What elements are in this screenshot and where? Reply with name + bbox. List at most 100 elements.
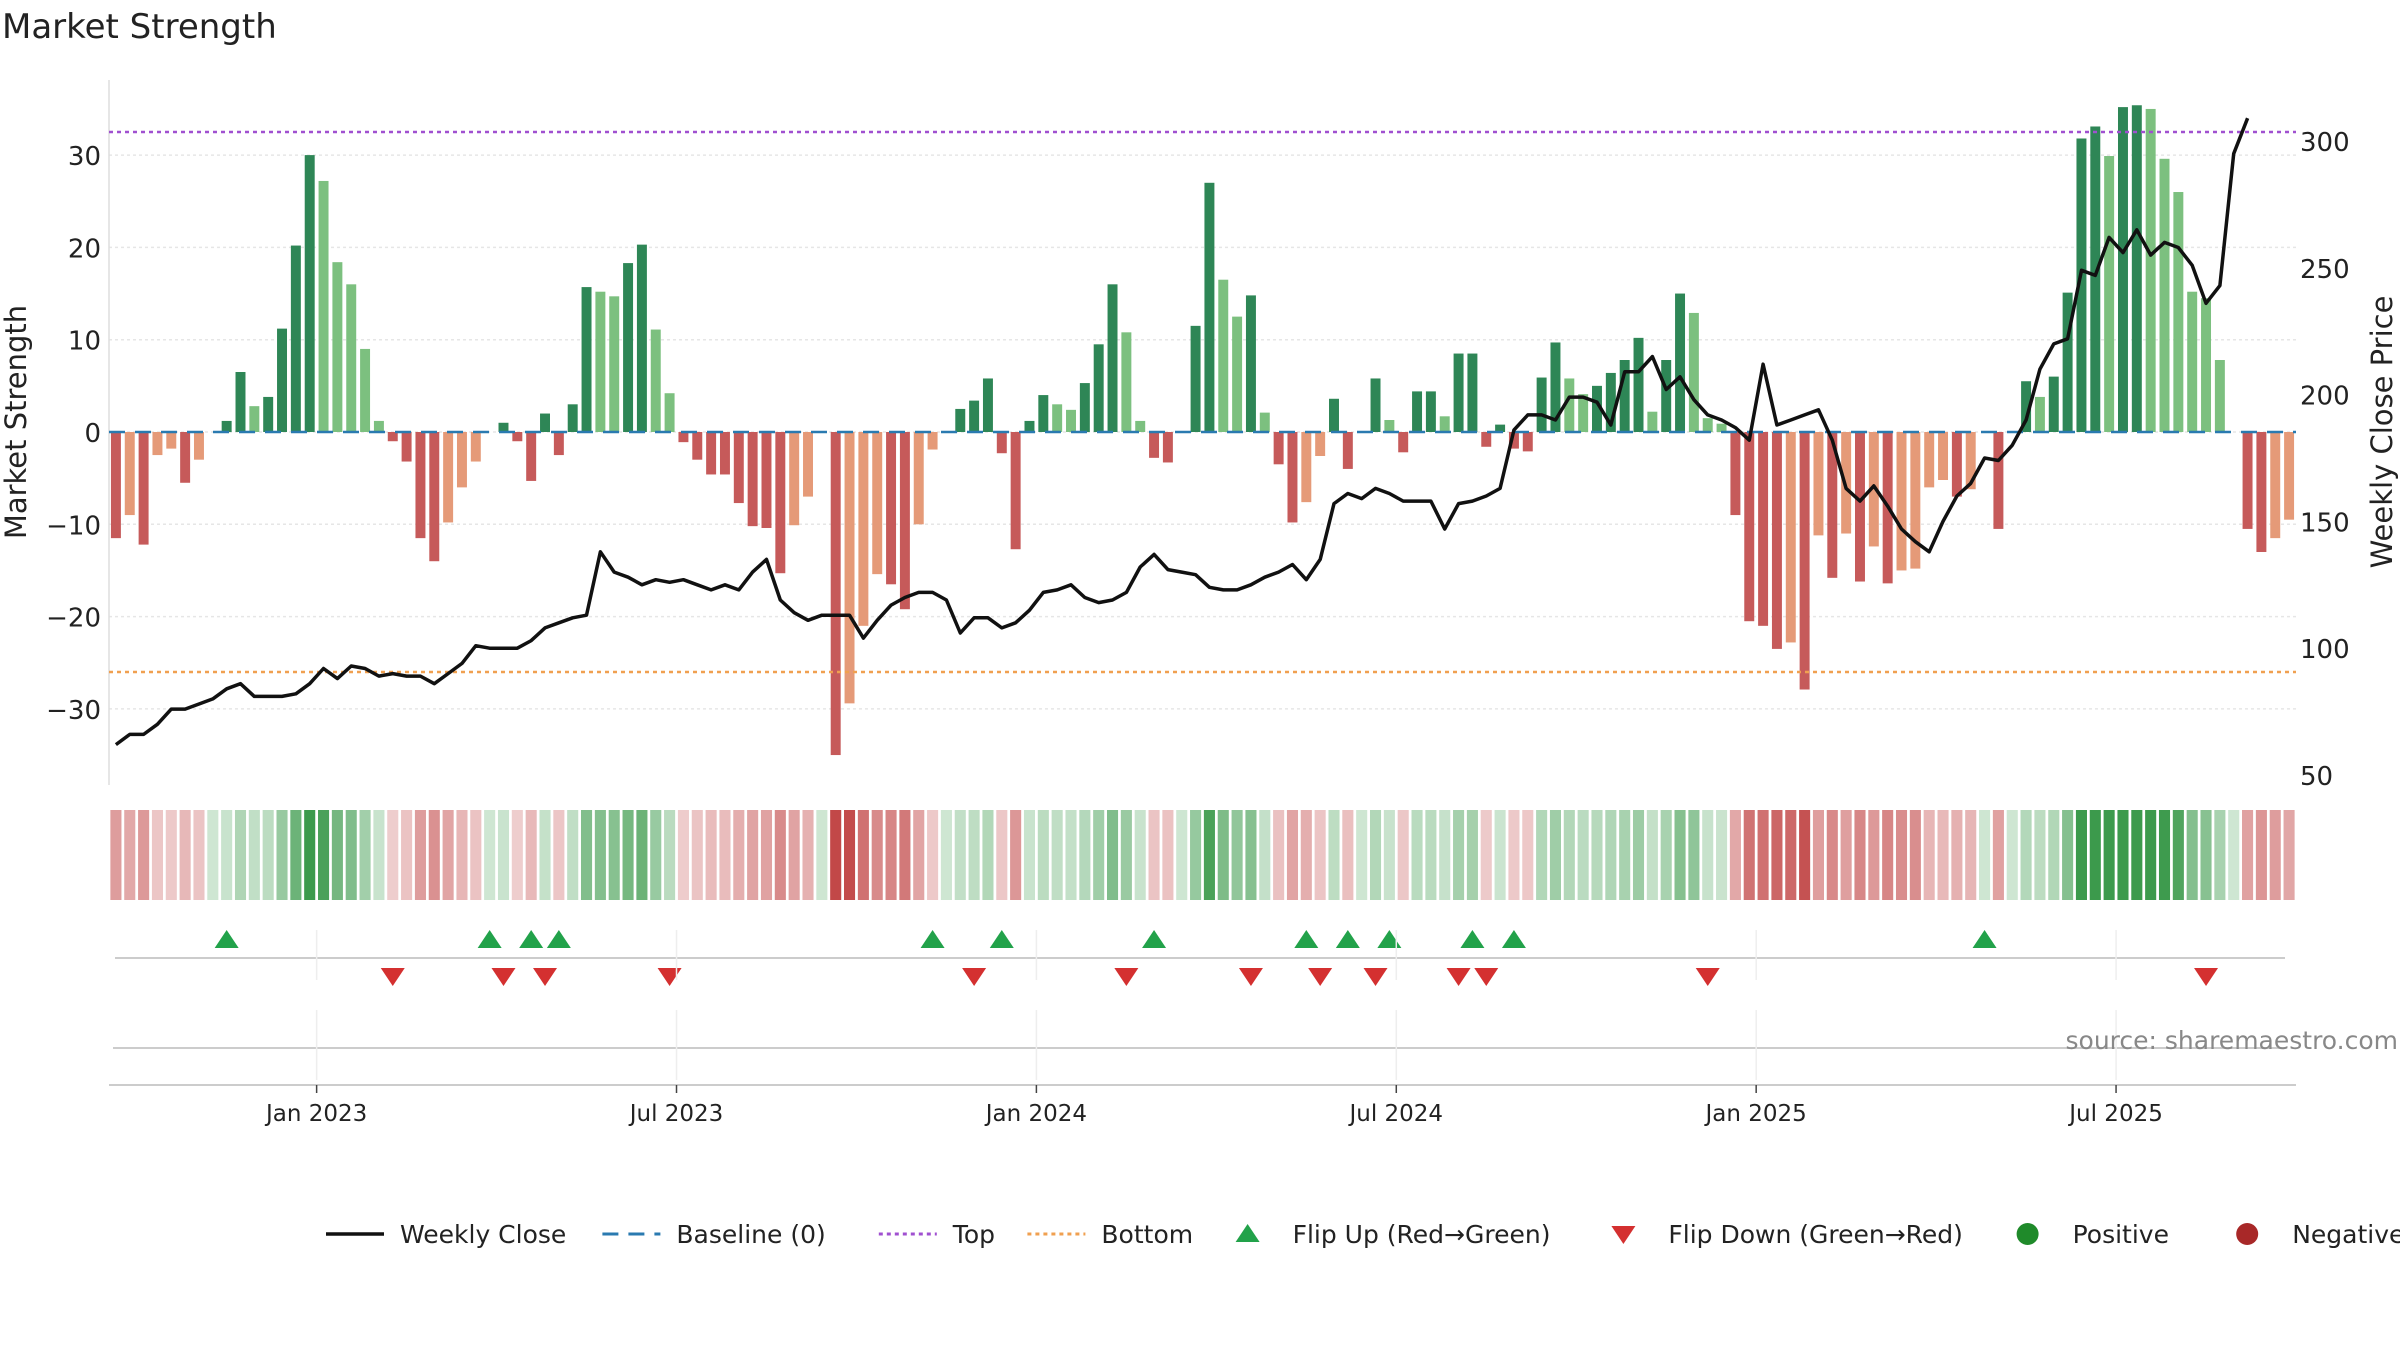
strength-bar (886, 432, 897, 585)
strength-bar (1315, 432, 1326, 456)
y-left-tick-label: 30 (68, 142, 101, 172)
heat-strip-cell (1909, 810, 1921, 900)
heat-strip-cell (2269, 810, 2281, 900)
y-right-tick-label: 50 (2300, 762, 2333, 792)
heat-strip-cell (1328, 810, 1340, 900)
strength-bar (166, 432, 177, 449)
heat-strip-cell (1785, 810, 1797, 900)
heat-strip-cell (1812, 810, 1824, 900)
heat-strip-cell (2131, 810, 2143, 900)
heat-strip-cell (470, 810, 482, 900)
strength-bar (1453, 353, 1464, 432)
heat-strip-cell (179, 810, 191, 900)
heat-strip-cell (650, 810, 662, 900)
strength-bar (221, 420, 232, 432)
heat-strip-cell (1065, 810, 1077, 900)
x-tick-label: Jul 2023 (628, 1101, 724, 1127)
y-left-tick-label: −30 (46, 696, 101, 726)
strength-bar (263, 396, 274, 432)
heat-strip-cell (1425, 810, 1437, 900)
strength-bar (1924, 432, 1935, 488)
strength-bar (609, 296, 620, 432)
strength-bar (277, 328, 288, 432)
heat-strip-cell (1134, 810, 1146, 900)
strength-bar (678, 432, 689, 443)
y-left-tick-label: 20 (68, 234, 101, 264)
weekly-close-layer (114, 117, 2250, 747)
heat-strip-cell (221, 810, 233, 900)
heat-strip-cell (1716, 810, 1728, 900)
heat-strip-cell (2283, 810, 2295, 900)
strength-bar (498, 422, 509, 432)
heat-strip-cell (1010, 810, 1022, 900)
strength-bar (1896, 432, 1907, 571)
y-axis-left-label: Market Strength (0, 305, 33, 539)
strength-bar (1287, 432, 1298, 523)
strength-bar (456, 432, 467, 488)
strength-bar (540, 413, 550, 432)
heat-strip-cell (830, 810, 842, 900)
heat-strip-cell (788, 810, 800, 900)
strength-bar (1162, 432, 1173, 463)
heat-strip-cell (1480, 810, 1492, 900)
strength-bar (595, 291, 606, 432)
heat-strip-cell (442, 810, 454, 900)
heat-strip-cell (318, 810, 330, 900)
strength-bar (360, 348, 371, 432)
y-right-tick-label: 150 (2300, 508, 2350, 538)
heat-strip-cell (1854, 810, 1866, 900)
heat-strip-cell (871, 810, 883, 900)
strength-bar (2284, 432, 2295, 520)
y-left-tick-label: 10 (68, 327, 101, 357)
flip-up-marker (519, 930, 544, 948)
heat-strip-cell (1300, 810, 1312, 900)
strength-bar (2270, 432, 2281, 539)
strength-bar (803, 432, 813, 497)
strength-bar (623, 263, 634, 432)
heat-strip-cell (1646, 810, 1658, 900)
heat-strip-cell (802, 810, 814, 900)
strength-bar (1412, 391, 1423, 432)
y-right-tick-label: 200 (2300, 382, 2350, 412)
heat-strip-cell (1563, 810, 1575, 900)
flip-down-marker (2194, 968, 2219, 986)
strength-bar (346, 284, 357, 432)
legend-item-negative: Negative (2236, 1220, 2400, 1249)
heat-strip-cell (1023, 810, 1036, 900)
strength-bar (1190, 325, 1201, 432)
legend-label: Baseline (0) (676, 1220, 825, 1249)
heat-strip-cell (151, 810, 163, 900)
heat-strip-cell (899, 810, 911, 900)
strength-bar (1232, 316, 1243, 432)
heat-strip-cell (733, 810, 745, 900)
heat-strip-cell (1051, 810, 1063, 900)
strength-bar (927, 432, 938, 450)
heat-strip-cell (1605, 810, 1617, 900)
flip-up-marker (546, 930, 571, 948)
heat-strip-cell (677, 810, 689, 900)
strength-bar (761, 432, 772, 528)
strength-bar (332, 262, 343, 432)
heat-strip-cell (165, 810, 177, 900)
strength-bar (1481, 432, 1492, 447)
heat-strip-cell (1868, 810, 1880, 900)
strength-bar (581, 287, 592, 432)
strength-bar (1010, 432, 1021, 550)
heat-strip-cell (982, 810, 994, 900)
flip-up-marker (1501, 930, 1526, 948)
strength-bar (1107, 284, 1118, 432)
strength-bar (1467, 353, 1478, 432)
strength-bar (2076, 138, 2087, 432)
strength-bar (249, 406, 260, 432)
strength-bar (830, 432, 841, 756)
legend-item-flip_up: Flip Up (Red→Green) (1235, 1220, 1550, 1249)
heat-strip-cell (1369, 810, 1382, 900)
strength-bar (110, 432, 121, 539)
strength-bar (152, 432, 163, 456)
heat-strip-cell (719, 810, 731, 900)
y-left-tick-label: 0 (84, 419, 101, 449)
strength-bar (858, 432, 869, 626)
heat-strip-cell (553, 810, 565, 900)
heat-strip-cell (2242, 810, 2254, 900)
